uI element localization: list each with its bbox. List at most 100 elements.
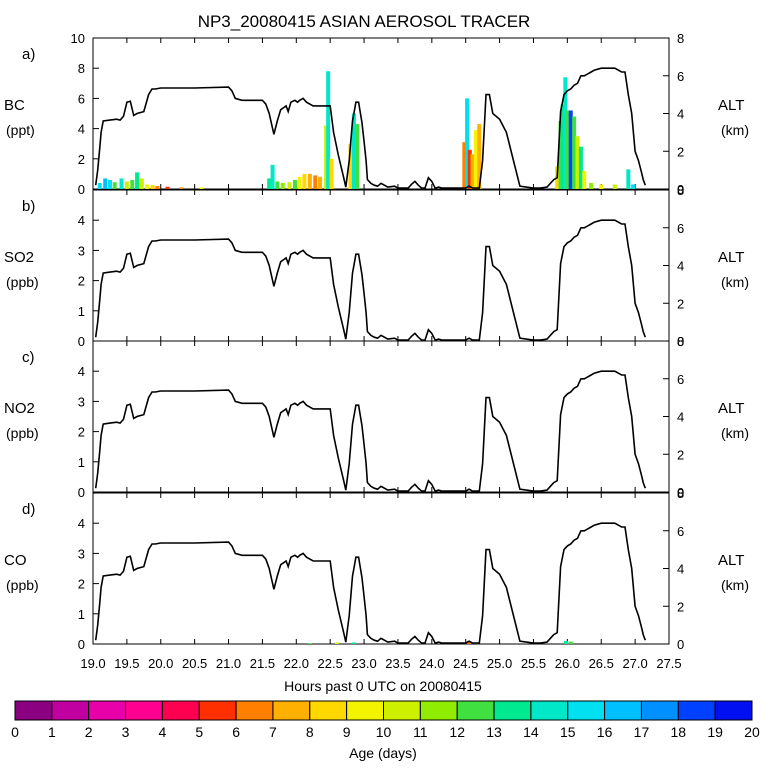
colorbar-tick-label: 18 (671, 724, 687, 740)
x-tick-label: 19.0 (80, 656, 105, 671)
tracer-bar (473, 130, 478, 189)
tracer-bar (145, 184, 150, 189)
colorbar-tick-label: 7 (269, 724, 277, 740)
tracer-bar (267, 178, 272, 189)
panel-letter: c) (22, 349, 35, 366)
colorbar-tick-label: 1 (48, 724, 56, 740)
panel-frame (92, 340, 670, 493)
x-tick-label: 25.0 (487, 656, 512, 671)
left-tick-label: 0 (78, 182, 85, 197)
left-tick-label: 6 (78, 91, 85, 106)
tracer-bar (107, 179, 112, 189)
colorbar-tick-label: 10 (376, 724, 392, 740)
colorbar-swatch (14, 700, 53, 721)
tracer-bar (612, 184, 617, 189)
left-tick-label: 10 (71, 31, 85, 46)
alt-label: ALT (718, 97, 744, 114)
species-unit: (ppb) (6, 425, 39, 441)
tracer-bar (631, 184, 636, 189)
x-tick-label: 23.0 (351, 656, 376, 671)
tracer-bar (568, 110, 573, 189)
right-tick-label: 6 (677, 221, 684, 236)
colorbar-tick-label: 16 (597, 724, 613, 740)
colorbar-swatch (419, 700, 458, 721)
colorbar-tick-label: 14 (523, 724, 539, 740)
colorbar-swatch (677, 700, 716, 721)
tracer-bar (318, 176, 323, 189)
tracer-bar (103, 178, 108, 189)
alt-unit: (km) (721, 122, 749, 138)
tracer-bar (326, 71, 331, 189)
colorbar-swatch (567, 700, 606, 721)
colorbar-tick-label: 17 (634, 724, 650, 740)
colorbar: 0 1 2 3 4 5 6 7 8 9 10 11 12 13 14 15 16 17 18 19 20 (11, 700, 760, 740)
right-tick-label: 8 (677, 183, 684, 198)
right-tick-label: 0 (677, 485, 684, 500)
x-tick-label: 26.5 (589, 656, 614, 671)
x-tick-label: 23.5 (385, 656, 410, 671)
colorbar-swatch (125, 700, 163, 721)
right-tick-label: 4 (677, 259, 684, 274)
left-tick-label: 3 (78, 243, 85, 258)
left-tick-label: 0 (78, 334, 85, 349)
right-tick-label: 0 (677, 334, 684, 349)
tracer-bar (324, 125, 329, 189)
left-tick-label: 4 (78, 364, 85, 379)
right-tick-label: 0 (677, 182, 684, 197)
tracer-bar (313, 175, 318, 189)
right-tick-label: 8 (677, 486, 684, 501)
tracer-bar (462, 142, 467, 189)
alt-unit: (km) (721, 274, 749, 290)
colorbar-swatch (51, 700, 90, 721)
tracer-bar (351, 642, 356, 644)
right-tick-label: 2 (677, 296, 684, 311)
tracer-bar (275, 181, 280, 189)
colorbar-tick-label: 4 (159, 724, 167, 740)
tracer-bar (599, 184, 604, 189)
left-tick-label: 0 (78, 485, 85, 500)
altitude-line (94, 522, 647, 645)
tracer-bar (139, 178, 144, 189)
tracer-bar (97, 182, 102, 189)
x-tick-label: 27.0 (622, 656, 647, 671)
tracer-bar (565, 110, 570, 189)
altitude-line (94, 67, 647, 190)
tracer-bar (334, 642, 339, 644)
right-tick-label: 8 (677, 334, 684, 349)
tracer-bar (572, 116, 577, 189)
colorbar-tick-label: 15 (560, 724, 576, 740)
left-tick-label: 3 (78, 394, 85, 409)
colorbar-swatch (272, 700, 311, 721)
left-tick-label: 2 (78, 274, 85, 289)
species-label: BC (4, 97, 25, 114)
tracer-bar (270, 164, 275, 189)
x-tick-label: 24.5 (453, 656, 478, 671)
tracer-bar (465, 98, 470, 189)
colorbar-swatch (161, 700, 200, 721)
tracer-bar (355, 124, 360, 189)
x-axis: 19.0 19.5 20.0 20.5 21.0 21.5 22.0 22.5 23.0 23.5… (80, 656, 681, 671)
colorbar-tick-label: 20 (744, 724, 760, 740)
species-label: CO (4, 552, 27, 569)
tracer-bar (626, 169, 631, 189)
x-tick-label: 21.0 (216, 656, 241, 671)
colorbar-tick-label: 6 (232, 724, 240, 740)
x-tick-label: 21.5 (250, 656, 275, 671)
x-tick-label: 22.5 (318, 656, 343, 671)
colorbar-swatch (530, 700, 569, 721)
colorbar-tick-label: 19 (707, 724, 723, 740)
x-tick-label: 19.5 (114, 656, 139, 671)
tracer-bar (302, 173, 307, 189)
colorbar-tick-label: 8 (306, 724, 314, 740)
tracer-bar (307, 643, 312, 644)
tracer-bar (199, 187, 204, 189)
colorbar-tick-label: 13 (486, 724, 502, 740)
tracer-bar (119, 178, 124, 189)
species-unit: (ppb) (6, 577, 39, 593)
chart-title: NP3_20080415 ASIAN AEROSOL TRACER (198, 12, 531, 31)
species-unit: (ppt) (6, 122, 35, 138)
x-tick-label: 24.0 (419, 656, 444, 671)
x-tick-label: 20.0 (148, 656, 173, 671)
tracer-bar (307, 173, 312, 189)
colorbar-swatch (640, 700, 679, 721)
